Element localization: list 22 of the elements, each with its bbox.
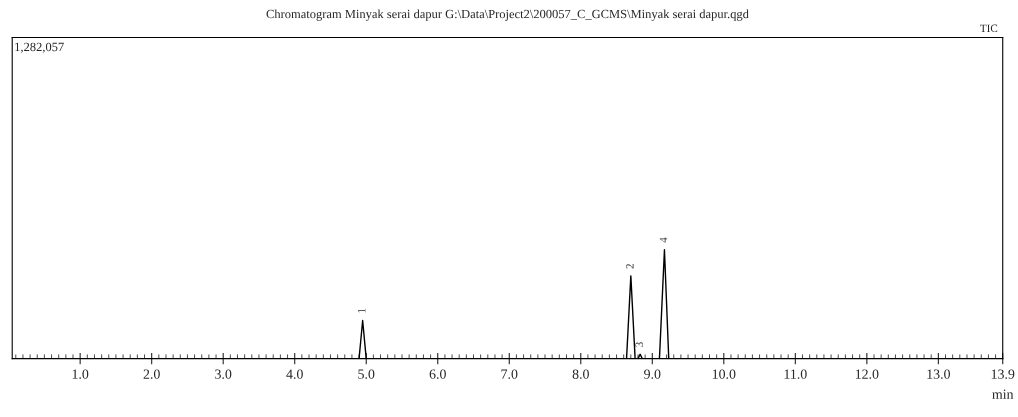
x-tick-label: 1.0 (72, 369, 89, 379)
annotation: 1 (357, 308, 366, 313)
text: 1,282,057 (15, 42, 64, 53)
annotation: 2 (626, 264, 634, 269)
x-tick-label: 8.0 (572, 369, 589, 379)
annotation: 4 (659, 237, 668, 243)
x-tick-label: 5.0 (358, 369, 375, 379)
annotation: 3 (635, 342, 643, 347)
x-tick-label: 9.0 (644, 369, 661, 379)
x-tick-label: 10.0 (712, 369, 736, 379)
x-tick-label: 13.0 (927, 369, 950, 379)
text: TIC (980, 24, 998, 33)
chart-title: Chromatogram Minyak serai dapur G:\Data\Project2\200057_C_GCMS\Minyak serai dapur.qgd (266, 9, 749, 21)
x-tick-label: 2.0 (143, 369, 160, 379)
x-tick-label: 3.0 (215, 369, 232, 379)
x-axis-title: min (992, 389, 1014, 399)
x-tick-label: 6.0 (429, 369, 446, 379)
x-tick-label: 11.0 (784, 369, 807, 379)
x-tick-label: 12.0 (855, 369, 879, 379)
x-tick-label: 7.0 (501, 369, 518, 379)
x-tick-label: 13.9 (991, 369, 1015, 379)
x-tick-label: 4.0 (286, 369, 303, 379)
